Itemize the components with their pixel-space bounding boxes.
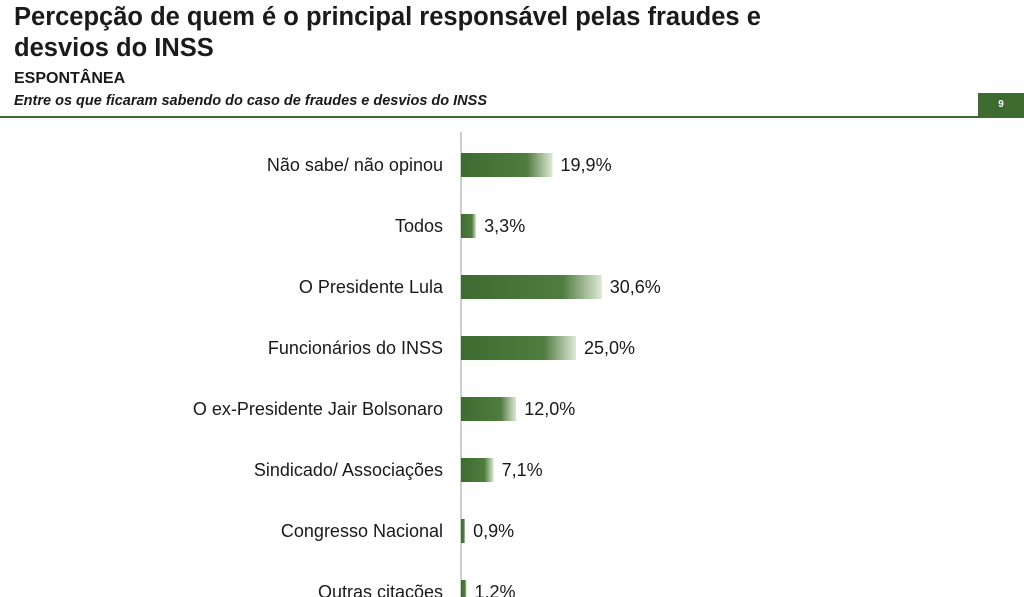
- bar: [461, 397, 517, 421]
- bar: [461, 275, 602, 299]
- category-label: Outras citações: [318, 582, 443, 597]
- value-label: 19,9%: [561, 155, 612, 175]
- bar: [461, 519, 466, 543]
- category-label: Sindicado/ Associações: [254, 460, 443, 480]
- bar: [461, 336, 576, 360]
- value-label: 30,6%: [610, 277, 661, 297]
- value-label: 1,2%: [475, 582, 516, 597]
- bar: [461, 214, 477, 238]
- chart-title: Percepção de quem é o principal responsá…: [14, 3, 761, 62]
- category-label: Funcionários do INSS: [268, 338, 443, 358]
- chart-note: Entre os que ficaram sabendo do caso de …: [14, 93, 487, 109]
- bar-chart: Não sabe/ não opinou 19,9% Todos 3,3% O Pres…: [193, 132, 661, 597]
- value-label: 12,0%: [524, 399, 575, 419]
- chart-subtitle: ESPONTÂNEA: [14, 70, 126, 87]
- bar: [461, 153, 553, 177]
- category-label: Não sabe/ não opinou: [267, 155, 443, 175]
- page-number-badge: 9: [978, 93, 1024, 116]
- value-label: 25,0%: [584, 338, 635, 358]
- category-label: Todos: [395, 216, 443, 236]
- header-divider: [0, 116, 1024, 118]
- category-label: Congresso Nacional: [281, 521, 443, 541]
- bar: [461, 458, 494, 482]
- value-label: 7,1%: [502, 460, 543, 480]
- category-label: O ex-Presidente Jair Bolsonaro: [193, 399, 443, 419]
- bar: [461, 580, 467, 597]
- value-label: 0,9%: [473, 521, 514, 541]
- category-label: O Presidente Lula: [299, 277, 444, 297]
- value-label: 3,3%: [484, 216, 525, 236]
